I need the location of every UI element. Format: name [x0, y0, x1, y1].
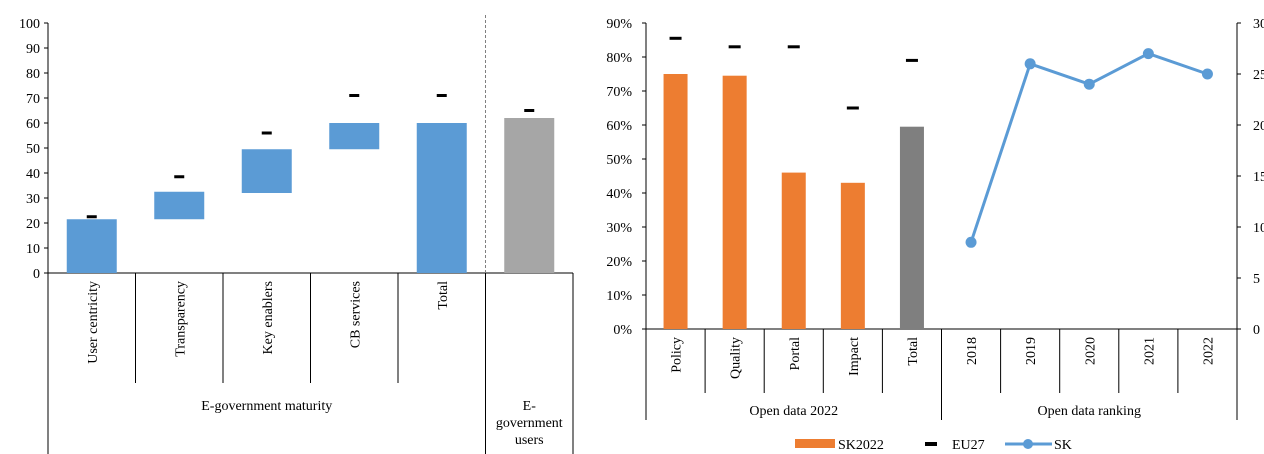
left-group-label-users-line: government — [496, 416, 563, 431]
right-category-label-2018: 2018 — [965, 337, 980, 365]
right-right-y-tick-label: 5 — [1253, 272, 1260, 287]
right-right-y-tick-label: 20 — [1253, 119, 1264, 134]
right-left-y-tick-label: 70% — [606, 85, 632, 100]
legend-label-sk: SK — [1054, 438, 1072, 453]
right-group-label-open-data-ranking: Open data ranking — [1038, 404, 1141, 419]
left-category-label-key-enablers: Key enablers — [261, 281, 276, 354]
right-eu27-marker-portal — [787, 45, 800, 49]
right-category-label-2019: 2019 — [1024, 337, 1039, 365]
right-bar-impact — [840, 182, 865, 329]
left-y-tick-label: 70 — [26, 92, 40, 107]
left-y-tick-label: 30 — [26, 192, 40, 207]
legend-label-eu27: EU27 — [952, 438, 985, 453]
right-right-y-tick-label: 25 — [1253, 68, 1264, 83]
right-line-point-2022 — [1201, 68, 1213, 80]
left-eu-marker-transparency — [174, 175, 185, 179]
left-y-tick-label: 10 — [26, 242, 40, 257]
right-bar-quality — [722, 75, 747, 329]
left-y-tick-label: 20 — [26, 217, 40, 232]
right-category-label-policy: Policy — [670, 337, 685, 373]
left-category-label-user-centricity: User centricity — [86, 281, 101, 364]
left-category-label-cb-services: CB services — [348, 281, 363, 348]
left-group-label-users-line: E- — [523, 399, 537, 414]
right-category-label-2020: 2020 — [1083, 337, 1098, 365]
right-bar-policy — [663, 74, 688, 329]
left-y-tick-label: 0 — [33, 267, 40, 282]
right-line-point-2020 — [1083, 78, 1095, 90]
left-bar-user-centricity — [66, 219, 117, 273]
right-right-y-tick-label: 30 — [1253, 17, 1264, 32]
right-category-label-quality: Quality — [729, 337, 744, 379]
left-y-tick-label: 40 — [26, 167, 40, 182]
left-group-label-maturity: E-government maturity — [201, 399, 332, 414]
right-right-y-tick-label: 10 — [1253, 221, 1264, 236]
left-bar-transparency — [154, 191, 205, 220]
right-category-label-2021: 2021 — [1142, 337, 1157, 365]
left-eu-marker-user-centricity — [86, 215, 97, 219]
right-category-label-impact: Impact — [847, 337, 862, 376]
left-eu-marker-cb-services — [349, 94, 360, 97]
right-right-y-tick-label: 15 — [1253, 170, 1264, 185]
right-line-point-2019 — [1024, 58, 1036, 70]
left-eu-marker-key-enablers — [261, 131, 272, 135]
right-left-y-tick-label: 10% — [606, 289, 632, 304]
right-left-y-tick-label: 0% — [613, 323, 632, 338]
right-eu27-marker-policy — [669, 36, 682, 40]
left-y-tick-label: 90 — [26, 42, 40, 57]
right-eu27-marker-impact — [846, 106, 859, 110]
left-bar-key-enablers — [241, 149, 292, 193]
right-right-y-tick-label: 0 — [1253, 323, 1260, 338]
left-category-label-transparency: Transparency — [173, 281, 188, 357]
legend-swatch-sk-marker — [1023, 439, 1033, 449]
left-category-label-total: Total — [436, 281, 451, 310]
left-bar-cb-services — [329, 123, 380, 150]
left-eu-marker-total — [436, 94, 447, 97]
right-left-y-tick-label: 40% — [606, 187, 632, 202]
right-line-point-2021 — [1142, 48, 1154, 60]
left-y-tick-label: 60 — [26, 117, 40, 132]
right-bar-total — [899, 126, 924, 329]
legend-label-sk2022: SK2022 — [838, 438, 884, 453]
left-eu-marker-e-government-users — [524, 109, 535, 112]
right-left-y-tick-label: 50% — [606, 153, 632, 168]
right-left-y-tick-label: 30% — [606, 221, 632, 236]
left-bar-e-government-users — [504, 118, 555, 273]
legend-swatch-sk2022 — [795, 439, 835, 448]
right-eu27-marker-total — [905, 58, 918, 62]
right-left-y-tick-label: 20% — [606, 255, 632, 270]
right-left-y-tick-label: 60% — [606, 119, 632, 134]
right-chart-open-data: 90% 80% 70% 60% 50% 40% 30% 20% 10% 0% 30 25 20 15 10 5… — [606, 17, 1264, 420]
right-category-label-2022: 2022 — [1201, 337, 1216, 365]
right-category-label-total: Total — [906, 337, 921, 366]
right-eu27-marker-quality — [728, 45, 741, 49]
right-group-label-open-data-2022: Open data 2022 — [749, 404, 838, 419]
left-bar-total — [416, 123, 467, 273]
legend: SK2022 EU27 SK — [795, 438, 1072, 453]
left-y-tick-label: 80 — [26, 67, 40, 82]
left-group-label-users-line: users — [515, 433, 544, 448]
right-bar-portal — [781, 172, 806, 329]
right-line-point-2018 — [965, 236, 977, 248]
right-category-label-portal: Portal — [788, 337, 803, 371]
left-y-tick-label: 100 — [19, 17, 40, 32]
right-left-y-tick-label: 90% — [606, 17, 632, 32]
right-left-y-tick-label: 80% — [606, 51, 632, 66]
legend-swatch-eu27 — [925, 442, 937, 446]
left-y-tick-label: 50 — [26, 142, 40, 157]
